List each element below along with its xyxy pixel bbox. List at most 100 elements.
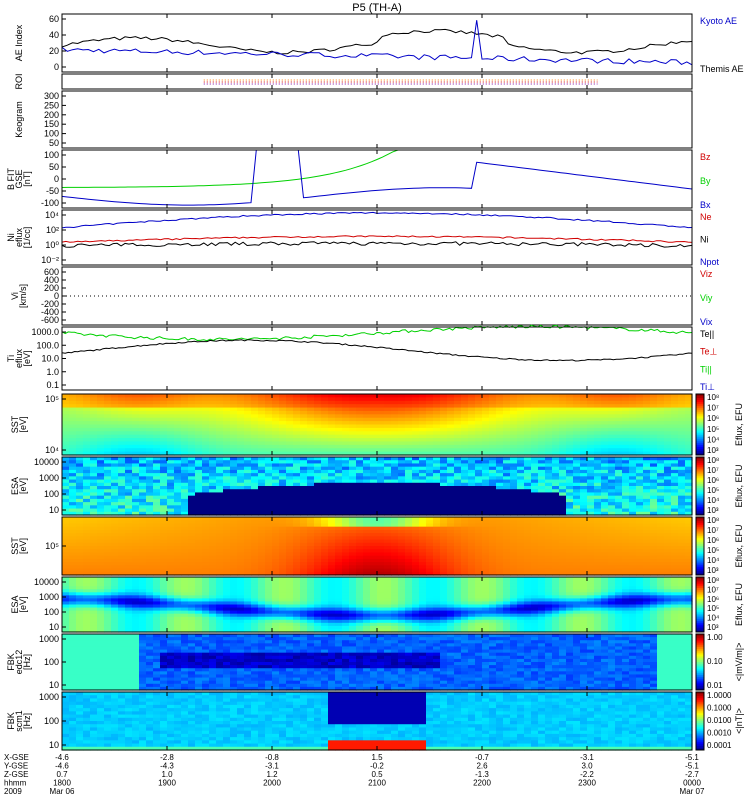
spectrogram-cell [279,533,287,537]
spectrogram-cell [524,546,532,550]
spectrogram-cell [580,410,588,415]
spectrogram-cell [685,448,693,453]
spectrogram-cell [636,523,644,528]
spectrogram-cell [90,486,98,490]
spectrogram-cell [398,473,406,477]
spectrogram-cell [244,438,252,443]
spectrogram-cell [125,404,133,409]
spectrogram-cell [174,473,182,477]
spectrogram-cell [251,441,259,446]
spectrogram-cell [62,441,70,446]
spectrogram-cell [160,424,168,429]
spectrogram-cell [188,568,196,573]
spectrogram-cell [573,463,581,468]
spectrogram-cell [286,526,294,531]
spectrogram-cell [314,479,322,484]
spectrogram-cell [342,539,350,544]
spectrogram-cell [573,505,581,510]
spectrogram-cell [118,571,126,576]
spectrogram-cell [370,463,378,468]
spectrogram-cell [139,476,147,481]
y-tick-label: 200 [44,110,59,120]
spectrogram-cell [272,558,280,563]
spectrogram-cell [580,489,588,494]
spectrogram-cell [349,441,357,446]
spectrogram-cell [573,441,581,446]
spectrogram-cell [587,542,595,547]
spectrogram-cell [265,463,273,468]
spectrogram-cell [412,511,420,516]
spectrogram-cell [636,533,644,537]
spectrogram-cell [230,489,238,494]
spectrogram-cell [230,486,238,490]
spectrogram-cell [629,542,637,547]
spectrogram-cell [419,555,427,560]
spectrogram-cell [615,421,623,426]
spectrogram-cell [363,523,371,528]
spectrogram-cell [244,451,252,456]
spectrogram-cell [468,417,476,422]
spectrogram-cell [510,571,518,576]
spectrogram-cell [342,434,350,439]
spectrogram-cell [440,460,448,465]
spectrogram-cell [314,552,322,557]
spectrogram-cell [104,536,112,541]
spectrogram-cell [314,511,322,516]
spectrogram-cell [69,562,77,566]
spectrogram-cell [258,539,266,544]
spectrogram-cell [104,397,112,402]
spectrogram-cell [391,444,399,449]
spectrogram-cell [447,520,455,525]
spectrogram-cell [209,476,217,481]
spectrogram-cell [272,434,280,439]
spectrogram-cell [622,476,630,481]
spectrogram-cell [538,451,546,456]
spectrogram-cell [286,546,294,550]
spectrogram-cell [587,489,595,494]
y-tick-label: 100 [44,150,59,160]
spectrogram-cell [223,549,231,554]
spectrogram-cell [489,552,497,557]
spectrogram-cell [545,565,553,570]
spectrogram-cell [83,482,91,487]
spectrogram-cell [552,520,560,525]
spectrogram-cell [601,438,609,443]
spectrogram-cell [650,476,658,481]
spectrogram-cell [237,508,245,513]
spectrogram-cell [174,431,182,436]
spectrogram-cell [412,441,420,446]
spectrogram-cell [370,492,378,497]
spectrogram-cell [678,451,686,456]
y-tick-label: 400 [44,275,59,285]
spectrogram-cell [363,552,371,557]
spectrogram-cell [517,417,525,422]
spectrogram-cell [244,476,252,481]
spectrogram-cell [580,404,588,409]
spectrogram-cell [335,571,343,576]
spectrogram-cell [279,558,287,563]
spectrogram-cell [643,414,651,419]
spectrogram-cell [685,407,693,412]
spectrogram-cell [363,438,371,443]
spectrogram-cell [146,555,154,560]
spectrogram-cell [76,529,84,534]
spectrogram-cell [419,400,427,405]
spectrogram-cell [272,463,280,468]
spectrogram-cell [314,568,322,573]
spectrogram-cell [181,539,189,544]
spectrogram-cell [153,520,161,525]
spectrogram-cell [104,444,112,449]
spectrogram-cell [272,568,280,573]
spectrogram-cell [615,558,623,563]
spectrogram-cell [559,492,567,497]
spectrogram-cell [279,498,287,503]
spectrogram-cell [517,492,525,497]
spectrogram-cell [356,558,364,563]
spectrogram-cell [573,542,581,547]
spectrogram-cell [251,469,259,474]
spectrogram-cell [328,427,336,432]
spectrogram-cell [594,421,602,426]
spectrogram-cell [594,448,602,453]
spectrogram-cell [643,460,651,465]
spectrogram-cell [125,444,133,449]
